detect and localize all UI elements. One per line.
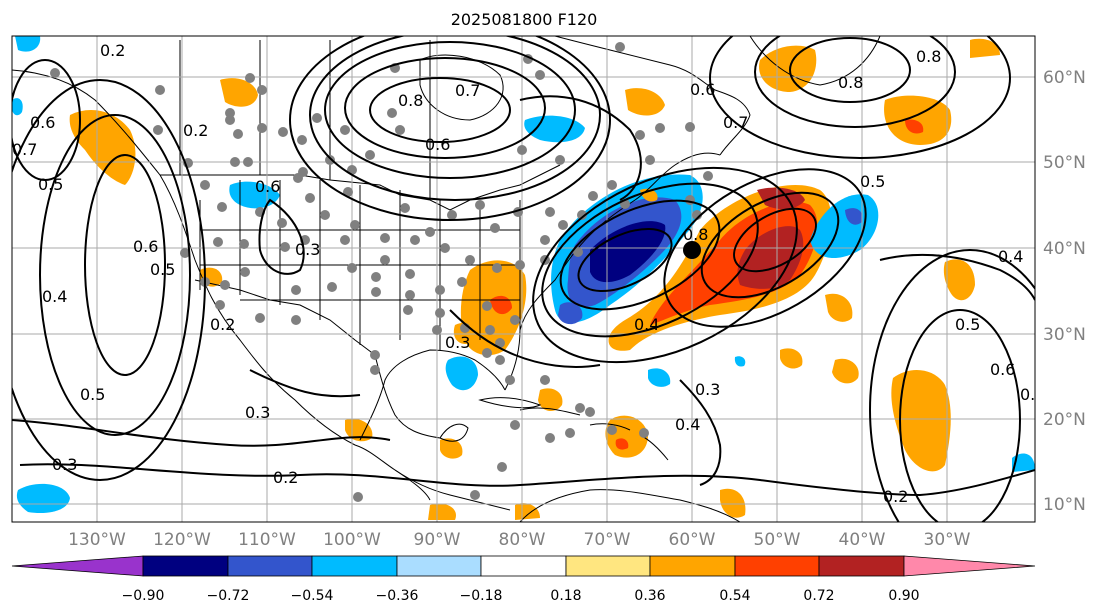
contour-label: 0.7 xyxy=(723,113,748,132)
contour-label: 0.6 xyxy=(133,237,158,256)
colorbar-segment xyxy=(396,555,482,577)
lon-label: 70°W xyxy=(584,530,631,550)
colorbar-tick-label: −0.18 xyxy=(460,588,503,604)
contour-label: 0.4 xyxy=(42,287,67,306)
contour-label: 0.4 xyxy=(634,315,659,334)
colorbar-segment xyxy=(227,555,313,577)
colorbar-segment xyxy=(903,555,1036,577)
contour-label: 0.8 xyxy=(916,47,941,66)
colorbar-tick-label: −0.90 xyxy=(122,588,165,604)
contour-label: 0.2 xyxy=(100,41,125,60)
contour-label: 0.2 xyxy=(273,468,298,487)
contour-label: 0.2 xyxy=(210,315,235,334)
contour-label: 0.3 xyxy=(1020,385,1045,404)
lon-label: 130°W xyxy=(68,530,126,550)
contour-label: 0.3 xyxy=(295,240,320,259)
lon-label: 90°W xyxy=(414,530,461,550)
colorbar-tick-label: 0.18 xyxy=(550,588,581,604)
contour-label: 0.6 xyxy=(425,135,450,154)
colorbar-segment xyxy=(649,555,736,577)
colorbar-tick-label: 0.90 xyxy=(888,588,919,604)
contour-label: 0.7 xyxy=(12,140,37,159)
colorbar-tick-label: −0.36 xyxy=(376,588,419,604)
colorbar xyxy=(11,555,1036,577)
contour-label: 0.5 xyxy=(80,385,105,404)
graticule xyxy=(12,36,1035,522)
contour-label: 0.8 xyxy=(683,225,708,244)
plot-frame xyxy=(11,35,1036,523)
lat-label: 30°N xyxy=(1043,325,1086,345)
contour-label: 0.4 xyxy=(998,247,1023,266)
contour-label: 0.3 xyxy=(445,333,470,352)
colorbar-segment xyxy=(142,555,229,577)
contour-label: 0.3 xyxy=(245,403,270,422)
contour-label: 0.5 xyxy=(150,260,175,279)
contour-label: 0.5 xyxy=(860,172,885,191)
colorbar-segment xyxy=(480,555,567,577)
colorbar-tick-label: −0.54 xyxy=(291,588,334,604)
colorbar-segment xyxy=(311,555,398,577)
map-title: 2025081800 F120 xyxy=(450,10,598,29)
colorbar-ticks: −0.90 −0.72 −0.54 −0.36 −0.18 0.18 0.36 … xyxy=(122,588,920,604)
colorbar-segment xyxy=(734,555,820,577)
lon-label: 50°W xyxy=(754,530,801,550)
contour-label: 0.2 xyxy=(883,487,908,506)
lat-label: 10°N xyxy=(1043,495,1086,515)
colorbar-tick-label: 0.72 xyxy=(803,588,834,604)
contour-label: 0.6 xyxy=(990,360,1015,379)
contour-label: 0.8 xyxy=(398,91,423,110)
contour-label: 0.4 xyxy=(675,415,700,434)
contour-label: 0.3 xyxy=(695,380,720,399)
lat-label: 20°N xyxy=(1043,410,1086,430)
contour-label: 0.5 xyxy=(955,315,980,334)
lon-label: 100°W xyxy=(323,530,381,550)
lat-label: 60°N xyxy=(1043,68,1086,88)
contour-label: 0.6 xyxy=(690,80,715,99)
station-markers xyxy=(50,42,713,502)
lon-label: 30°W xyxy=(924,530,971,550)
contour-label: 0.5 xyxy=(38,175,63,194)
contour-label: 0.8 xyxy=(838,73,863,92)
latitude-axis: 60°N 50°N 40°N 30°N 20°N 10°N xyxy=(1043,68,1086,515)
colorbar-segment xyxy=(11,555,144,577)
shaded-anomaly-fields xyxy=(12,36,1035,520)
lon-label: 60°W xyxy=(669,530,716,550)
contour-label: 0.6 xyxy=(255,177,280,196)
coastlines xyxy=(12,36,881,522)
lat-label: 40°N xyxy=(1043,239,1086,259)
lon-label: 80°W xyxy=(499,530,546,550)
lon-label: 120°W xyxy=(153,530,211,550)
contour-label: 0.3 xyxy=(52,455,77,474)
lat-label: 50°N xyxy=(1043,153,1086,173)
colorbar-segment xyxy=(565,555,651,577)
lon-label: 110°W xyxy=(238,530,296,550)
longitude-axis: 130°W 120°W 110°W 100°W 90°W 80°W 70°W 6… xyxy=(68,530,971,550)
storm-center-marker xyxy=(683,241,701,259)
contour-label: 0.2 xyxy=(183,121,208,140)
contour-labels: 0.2 0.7 0.5 0.4 0.6 0.2 0.8 0.7 0.6 0.3 … xyxy=(12,41,1045,506)
colorbar-tick-label: 0.36 xyxy=(634,588,665,604)
lon-label: 40°W xyxy=(839,530,886,550)
contour-lines xyxy=(12,36,1035,522)
colorbar-tick-label: 0.54 xyxy=(719,588,750,604)
colorbar-segment xyxy=(818,555,905,577)
colorbar-tick-label: −0.72 xyxy=(207,588,250,604)
contour-label: 0.7 xyxy=(455,81,480,100)
contour-label: 0.6 xyxy=(30,113,55,132)
